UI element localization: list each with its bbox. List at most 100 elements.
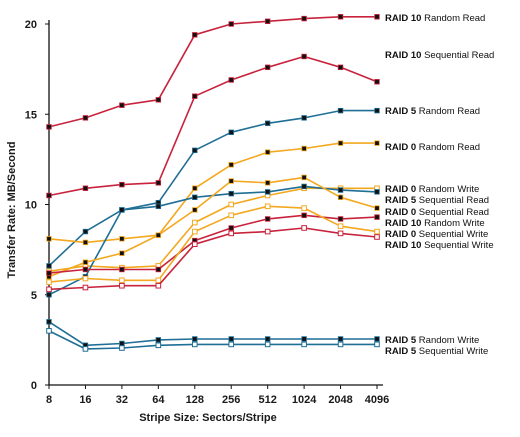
- data-point: [301, 145, 307, 152]
- data-point: [192, 207, 198, 213]
- data-point: [191, 241, 198, 248]
- x-tick-label: 2048: [328, 394, 352, 406]
- data-point: [228, 178, 234, 184]
- data-point: [337, 223, 344, 229]
- data-point: [337, 107, 344, 114]
- legend-series-name: Random Write: [419, 184, 480, 195]
- data-point: [192, 194, 198, 200]
- x-tick-label: 8: [46, 394, 52, 406]
- series-path: [48, 321, 377, 347]
- series-path: [48, 55, 378, 197]
- data-point: [155, 277, 162, 284]
- data-point: [337, 14, 344, 20]
- data-point: [192, 147, 198, 154]
- data-point: [155, 342, 162, 349]
- data-point: [228, 201, 235, 208]
- data-point: [264, 18, 271, 24]
- data-point: [82, 115, 89, 121]
- legend-series-name: Sequential Write: [419, 346, 489, 357]
- data-point: [374, 336, 380, 342]
- x-tick-label: 256: [222, 394, 240, 406]
- data-point: [337, 194, 344, 200]
- data-point: [264, 120, 271, 126]
- data-point: [155, 232, 162, 238]
- data-point: [119, 277, 125, 284]
- legend-group-name: RAID 0: [385, 207, 419, 218]
- legend-group-name: RAID 0: [385, 184, 419, 195]
- data-point: [374, 189, 380, 195]
- data-point: [301, 225, 307, 231]
- data-point: [119, 207, 125, 213]
- data-point: [46, 263, 52, 269]
- series-path: [48, 205, 378, 283]
- data-point: [191, 219, 198, 226]
- data-point: [337, 341, 344, 348]
- data-point: [46, 270, 52, 276]
- legend-label: RAID 5 Random Read: [385, 106, 480, 117]
- legend-label: RAID 0 Sequential Read: [385, 207, 489, 218]
- data-point: [228, 212, 235, 219]
- data-point: [264, 336, 271, 342]
- data-point: [228, 129, 234, 135]
- y-tick-label: 10: [25, 200, 37, 212]
- data-point: [119, 340, 125, 347]
- data-point: [119, 181, 125, 188]
- legend-label: RAID 0 Sequential Write: [385, 229, 488, 240]
- data-point: [301, 53, 307, 60]
- x-tick-label: 4096: [365, 394, 389, 406]
- data-point: [228, 21, 234, 27]
- legend-series-name: Random Read: [419, 106, 480, 117]
- y-tick-label: 0: [31, 380, 37, 392]
- data-point: [374, 14, 380, 20]
- legend-group-name: RAID 5: [385, 195, 419, 206]
- series-path: [48, 330, 377, 350]
- series-path: [48, 142, 377, 244]
- series-line: [46, 185, 380, 275]
- data-point: [228, 190, 234, 197]
- series-line: [46, 225, 380, 293]
- legend-series-name: Sequential Read: [419, 207, 489, 218]
- data-point: [337, 336, 344, 342]
- data-point: [374, 214, 380, 220]
- data-point: [337, 216, 344, 222]
- data-point: [155, 180, 162, 186]
- data-point: [301, 15, 307, 22]
- legend-label: RAID 10 Sequential Read: [385, 50, 494, 61]
- legend-series-name: Sequential Write: [419, 229, 489, 240]
- legend-label: RAID 0 Random Write: [385, 184, 479, 195]
- data-point: [82, 239, 89, 246]
- data-point: [264, 189, 271, 195]
- data-point: [264, 149, 271, 155]
- data-point: [374, 140, 380, 146]
- data-point: [374, 79, 380, 85]
- data-point: [301, 183, 307, 190]
- data-point: [374, 205, 380, 211]
- data-point: [301, 205, 307, 211]
- data-point: [46, 319, 52, 325]
- data-point: [228, 225, 234, 231]
- data-point: [119, 282, 125, 289]
- data-point: [46, 124, 52, 130]
- legend-label: RAID 5 Random Write: [385, 335, 479, 346]
- data-point: [301, 212, 307, 219]
- data-point: [82, 284, 89, 291]
- legend-label: RAID 10 Random Write: [385, 218, 485, 229]
- data-point: [82, 228, 89, 235]
- x-tick-label: 128: [186, 394, 204, 406]
- data-point: [119, 266, 125, 273]
- data-point: [192, 336, 198, 342]
- x-tick-label: 16: [79, 394, 91, 406]
- data-point: [46, 192, 52, 199]
- data-point: [374, 228, 380, 235]
- data-point: [301, 115, 307, 121]
- series-line: [46, 140, 380, 246]
- legend-group-name: RAID 5: [385, 346, 419, 357]
- legend-group-name: RAID 10: [385, 240, 424, 251]
- data-point: [301, 174, 307, 181]
- data-point: [191, 228, 198, 235]
- data-point: [264, 228, 271, 235]
- data-point: [46, 286, 52, 293]
- series-line: [46, 328, 380, 352]
- data-point: [264, 64, 271, 71]
